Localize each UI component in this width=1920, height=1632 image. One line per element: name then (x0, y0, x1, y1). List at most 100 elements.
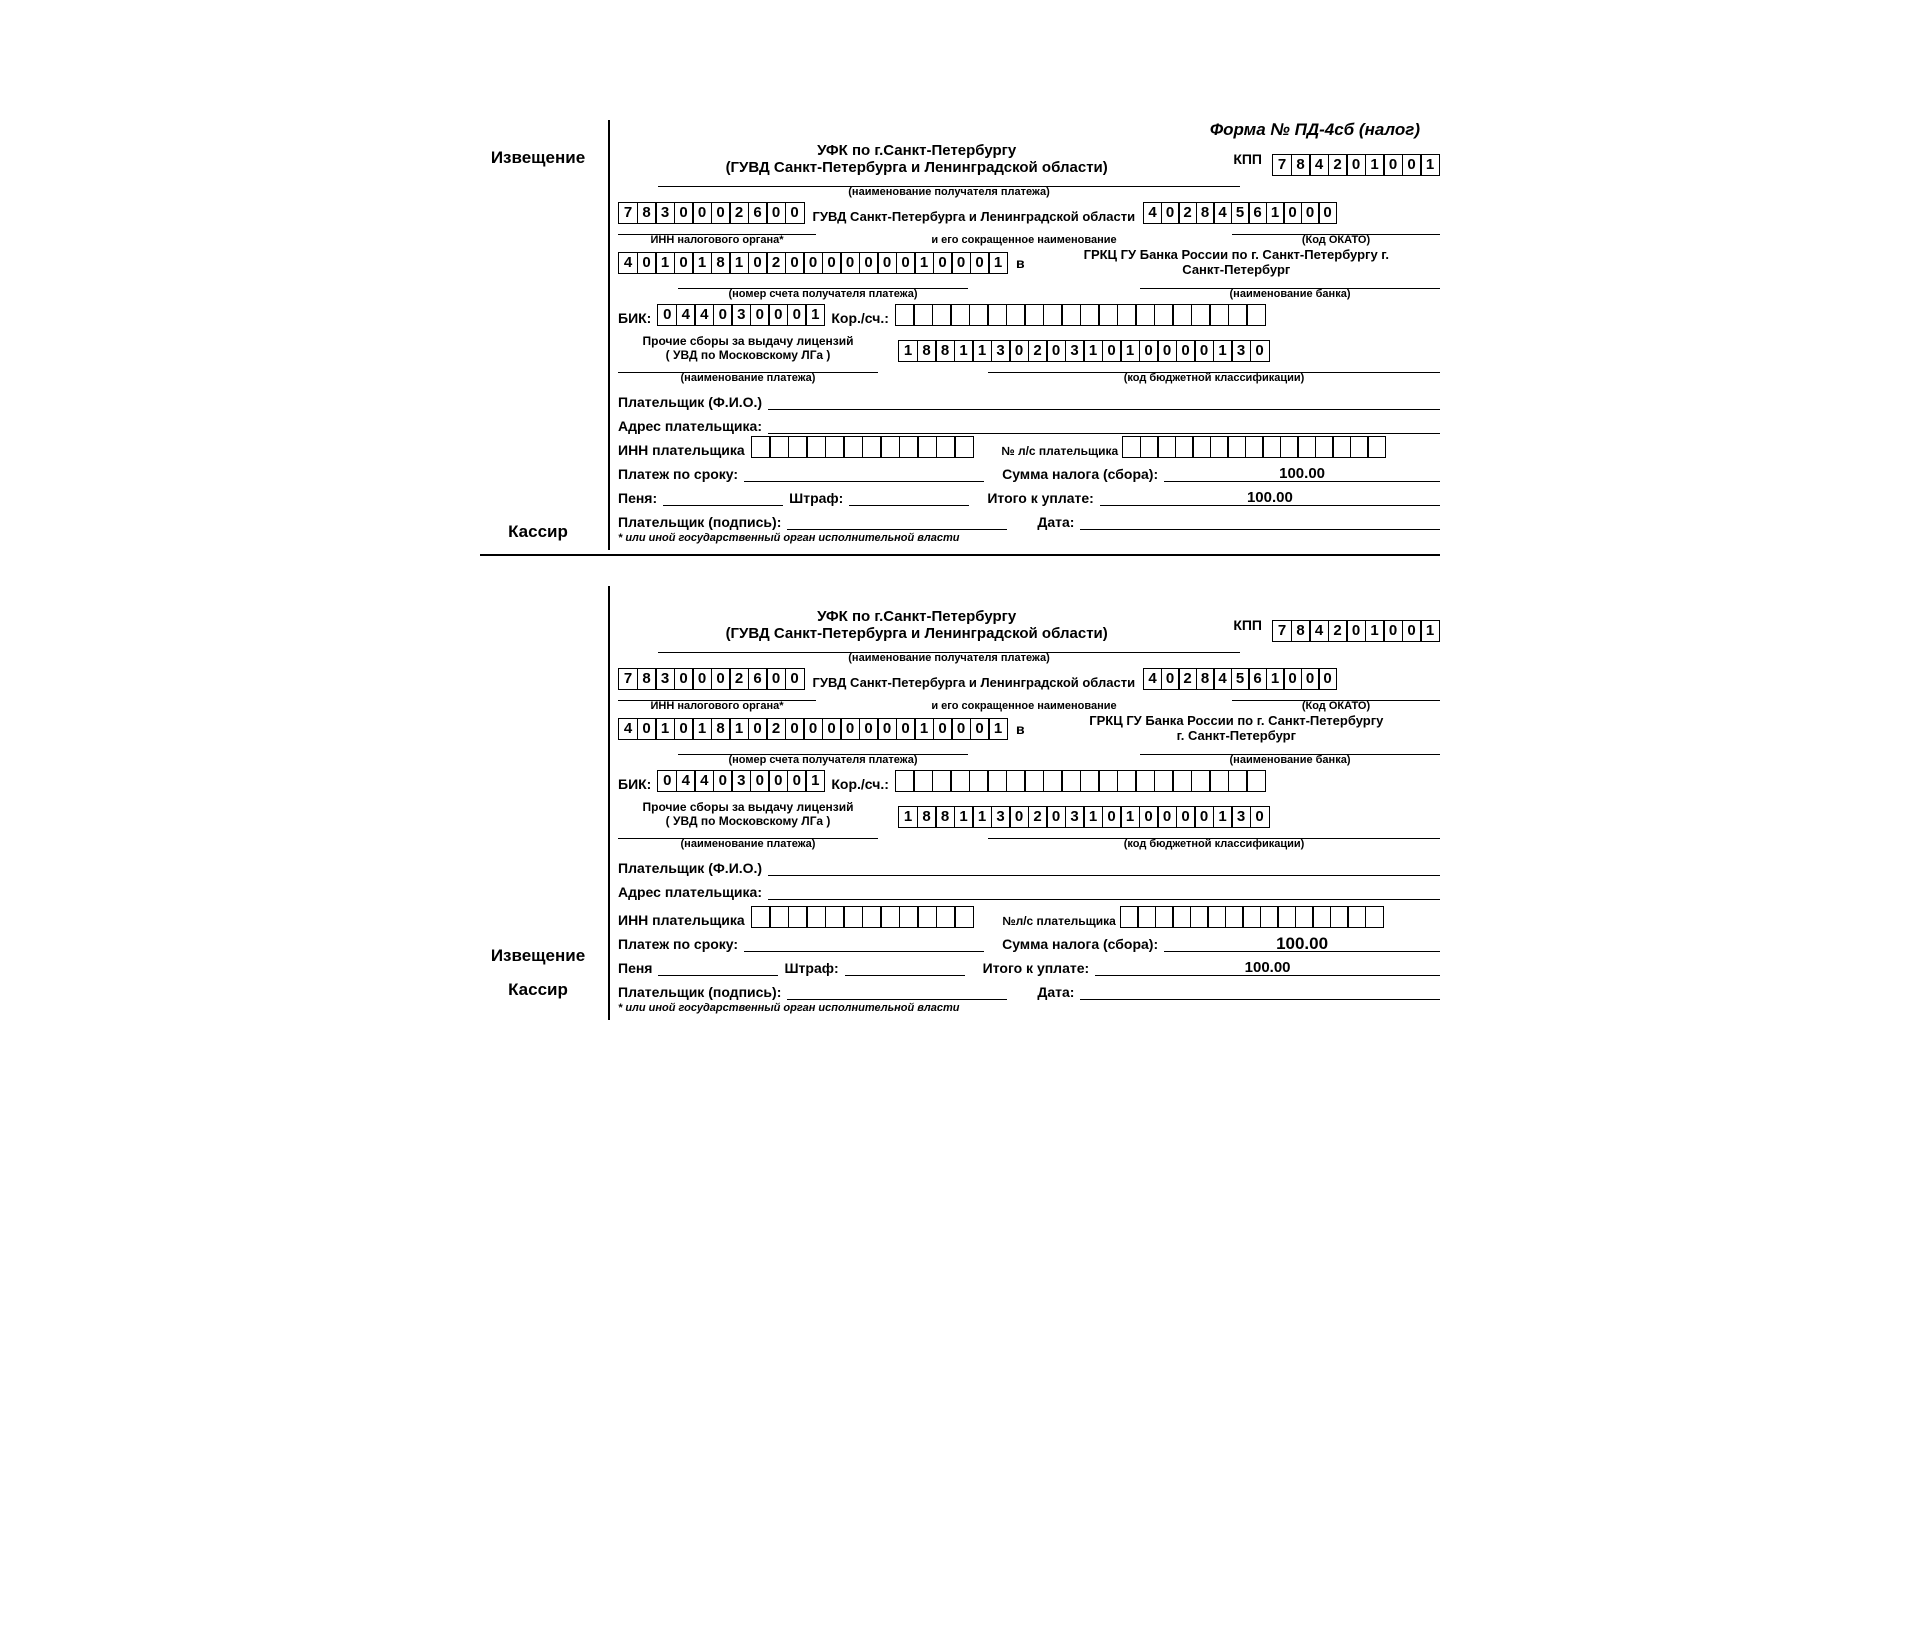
due-field-2[interactable] (744, 934, 984, 952)
cell (1315, 436, 1334, 458)
right-column-top: Форма № ПД-4сб (налог) УФК по г.Санкт-Пе… (610, 120, 1440, 550)
date-field-2[interactable] (1080, 982, 1440, 1000)
cell: 0 (859, 252, 879, 274)
cell (843, 436, 863, 458)
shortname-caption: и его сокращенное наименование (816, 235, 1232, 246)
bik-cells-2: 044030001 (657, 770, 825, 792)
payment-name2-l1: Прочие сборы за выдачу лицензий (618, 800, 878, 814)
payer-fio-label-2: Плательщик (Ф.И.О.) (618, 860, 768, 876)
payer-addr-field-2[interactable] (768, 882, 1440, 900)
cell: 0 (1139, 806, 1159, 828)
cell (1137, 906, 1156, 928)
payer-inn-cells-2[interactable] (751, 906, 975, 928)
due-field[interactable] (744, 464, 984, 482)
cell (769, 436, 789, 458)
cell (987, 770, 1007, 792)
payer-addr-field[interactable] (768, 416, 1440, 434)
cell: 1 (972, 340, 992, 362)
korsch-label: Кор./сч.: (825, 310, 895, 326)
cell: 0 (1176, 340, 1196, 362)
cell: 0 (896, 252, 916, 274)
cell: 1 (1083, 340, 1103, 362)
ls-cells-2[interactable] (1120, 906, 1384, 928)
cell: 8 (1196, 202, 1215, 224)
cell (1245, 436, 1264, 458)
cell (1190, 906, 1209, 928)
section-bottom: Извещение Кассир УФК по г.Санкт-Петербур… (480, 586, 1440, 1020)
cell: 0 (657, 770, 677, 792)
cell: 1 (1120, 340, 1140, 362)
cell (825, 436, 845, 458)
cell: 7 (1272, 154, 1292, 176)
cell: 0 (637, 718, 657, 740)
cell: 2 (1178, 202, 1197, 224)
cell (862, 436, 882, 458)
right-column-bottom: УФК по г.Санкт-Петербургу (ГУВД Санкт-Пе… (610, 586, 1440, 1020)
cell (1295, 906, 1314, 928)
cell (1120, 906, 1139, 928)
org-short-2: ГУВД Санкт-Петербурга и Ленинградской об… (805, 675, 1144, 690)
shtraf-field-2[interactable] (845, 958, 965, 976)
cell (936, 436, 956, 458)
cell (1280, 436, 1299, 458)
sign-field[interactable] (787, 512, 1007, 530)
cell (1080, 770, 1100, 792)
cell: 0 (768, 304, 788, 326)
shortname-caption-2: и его сокращенное наименование (816, 701, 1232, 712)
cell: 3 (1231, 806, 1251, 828)
payer-fio-field[interactable] (768, 392, 1440, 410)
total-value: 100.00 (1100, 491, 1440, 506)
cell: 4 (1143, 202, 1162, 224)
cell (895, 770, 915, 792)
kpp-cells: 784201001 (1272, 154, 1440, 176)
payer-fio-field-2[interactable] (768, 858, 1440, 876)
cell (1242, 906, 1261, 928)
penya-field-2[interactable] (658, 958, 778, 976)
cell: 0 (1402, 154, 1422, 176)
cell: 7 (1272, 620, 1292, 642)
korsch-cells (895, 304, 1267, 326)
cell: 0 (766, 668, 786, 690)
recipient-line2-2: (ГУВД Санкт-Петербурга и Ленинградской о… (618, 625, 1215, 642)
label-kassir-2: Кассир (480, 980, 596, 1000)
sign-field-2[interactable] (787, 982, 1007, 1000)
ls-cells[interactable] (1122, 436, 1386, 458)
cell: 0 (1194, 340, 1214, 362)
cell (806, 906, 826, 928)
cell: 0 (1250, 806, 1270, 828)
cell (1117, 770, 1137, 792)
cell: 0 (822, 718, 842, 740)
cell (1098, 770, 1118, 792)
cell: 0 (970, 252, 990, 274)
bank-name-l2: Санкт-Петербург (1033, 263, 1440, 278)
cell: 4 (1143, 668, 1162, 690)
cell: 1 (1120, 806, 1140, 828)
cell: 0 (1176, 806, 1196, 828)
cell: 2 (766, 252, 786, 274)
kpp-cells-2: 784201001 (1272, 620, 1440, 642)
taxsum-label: Сумма налога (сбора): (1002, 466, 1164, 482)
recipient-caption: (наименование получателя платежа) (658, 186, 1240, 198)
cell: 1 (914, 718, 934, 740)
cell (1365, 906, 1384, 928)
cell: 0 (1157, 806, 1177, 828)
cell (1098, 304, 1118, 326)
account-caption: (номер счета получателя платежа) (678, 288, 968, 300)
cell (1043, 770, 1063, 792)
total-label: Итого к уплате: (987, 490, 1100, 506)
cell: 7 (618, 668, 638, 690)
cell (936, 906, 956, 928)
shtraf-field[interactable] (849, 488, 969, 506)
date-field[interactable] (1080, 512, 1440, 530)
taxsum-value: 100.00 (1164, 467, 1440, 482)
due-label: Платеж по сроку: (618, 466, 744, 482)
cell: 8 (935, 340, 955, 362)
inn-cells-2: 7830002600 (618, 668, 805, 690)
cell: 2 (766, 718, 786, 740)
bik-label: БИК: (618, 310, 657, 326)
cell: 1 (1266, 202, 1285, 224)
cell: 6 (1248, 202, 1267, 224)
bank-name2-l2: г. Санкт-Петербург (1033, 729, 1440, 744)
penya-field[interactable] (663, 488, 783, 506)
payer-inn-cells[interactable] (751, 436, 975, 458)
